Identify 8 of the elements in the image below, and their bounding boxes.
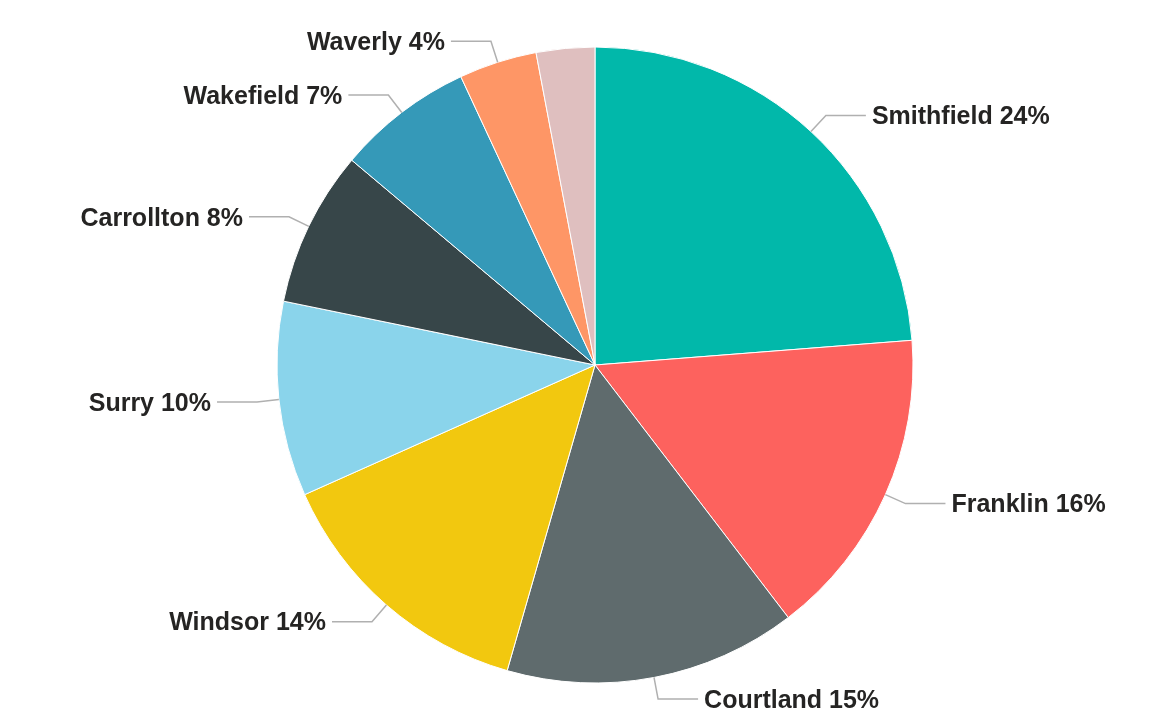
slice-label: Franklin 16%	[951, 489, 1106, 518]
slice-label: Wakefield 7%	[183, 80, 343, 109]
slice-label: Carrollton 8%	[80, 202, 243, 231]
slice-label: Courtland 15%	[704, 684, 880, 713]
slice-label: Surry 10%	[88, 387, 212, 416]
slice-label: Windsor 14%	[169, 607, 326, 636]
slice-label: Smithfield 24%	[871, 101, 1050, 130]
slice-label: Waverly 4%	[306, 27, 445, 56]
